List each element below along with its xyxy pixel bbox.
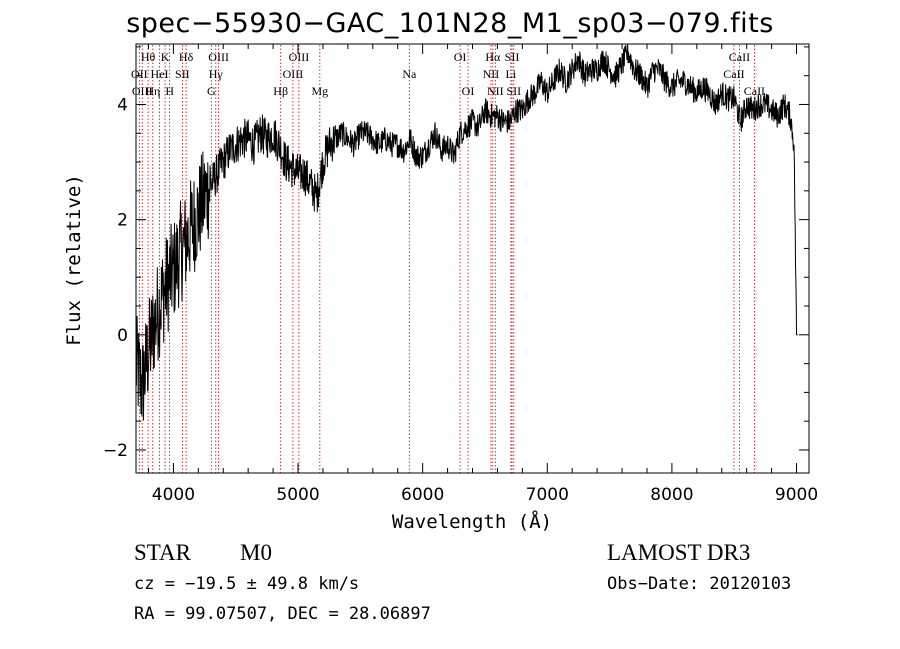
line-label-17: OI: [454, 50, 467, 64]
spectral-line-markers: [138, 45, 755, 473]
y-tick-label-1: 0: [117, 326, 128, 346]
x-axis-ticks: 4000 5000 6000 7000 8000 9000: [147, 44, 818, 505]
line-label-0: OII: [131, 67, 148, 81]
x-axis-label: Wavelength (Å): [392, 510, 552, 533]
line-label-6: H: [165, 84, 174, 98]
line-label-14: OIII: [289, 50, 310, 64]
line-label-7: SII: [175, 67, 190, 81]
line-label-18: OI: [462, 84, 475, 98]
line-label-8: Hδ: [179, 50, 194, 64]
x-tick-label-5: 9000: [775, 485, 818, 505]
plot-frame: [135, 43, 810, 474]
line-label-4: HeI: [151, 67, 169, 81]
y-axis-ticks: −2 0 2 4: [103, 46, 809, 461]
y-tick-label-2: 2: [117, 211, 128, 231]
survey-name: LAMOST DR3: [607, 540, 751, 565]
line-label-19: NII: [483, 67, 500, 81]
ra-dec: RA = 99.07507, DEC = 28.06897: [134, 604, 431, 624]
line-label-2: Hθ: [141, 50, 156, 64]
y-tick-label-0: −2: [103, 441, 128, 461]
object-subclass: M0: [240, 540, 272, 565]
object-class: STAR: [134, 540, 191, 565]
line-label-12: Hβ: [273, 84, 288, 98]
line-label-25: CaII: [723, 67, 744, 81]
line-label-20: Hα: [485, 50, 501, 64]
x-tick-label-1: 5000: [276, 485, 319, 505]
redshift-cz: cz = −19.5 ± 49.8 km/s: [134, 574, 360, 594]
x-tick-label-2: 6000: [401, 485, 444, 505]
line-label-9: G: [207, 84, 216, 98]
x-tick-label-0: 4000: [152, 485, 195, 505]
spectral-line-labels: OIIOIIIHθHηHeIKHSIIHδGHγOIIIHβOIIIOIIIMg…: [131, 50, 765, 98]
x-tick-label-3: 7000: [526, 485, 569, 505]
line-label-13: OIII: [283, 67, 304, 81]
line-label-26: CaII: [729, 50, 750, 64]
line-label-22: Li: [506, 67, 517, 81]
line-label-16: Na: [402, 67, 417, 81]
observation-date: Obs−Date: 20120103: [607, 574, 792, 594]
line-label-15: Mg: [311, 84, 328, 98]
x-tick-label-4: 8000: [650, 485, 693, 505]
chart-title: spec−55930−GAC_101N28_M1_sp03−079.fits: [126, 8, 774, 39]
line-label-1: OIII: [132, 84, 153, 98]
line-label-5: K: [161, 50, 170, 64]
y-axis-label: Flux (relative): [63, 174, 85, 346]
line-label-10: Hγ: [209, 67, 224, 81]
line-label-24: SII: [506, 84, 521, 98]
line-label-27: CaII: [744, 84, 765, 98]
line-label-11: OIII: [208, 50, 229, 64]
line-label-3: Hη: [145, 84, 160, 98]
y-tick-label-3: 4: [117, 95, 128, 115]
line-label-23: SII: [505, 50, 520, 64]
line-label-21: NII: [487, 84, 504, 98]
spectrum-line: [135, 43, 798, 421]
